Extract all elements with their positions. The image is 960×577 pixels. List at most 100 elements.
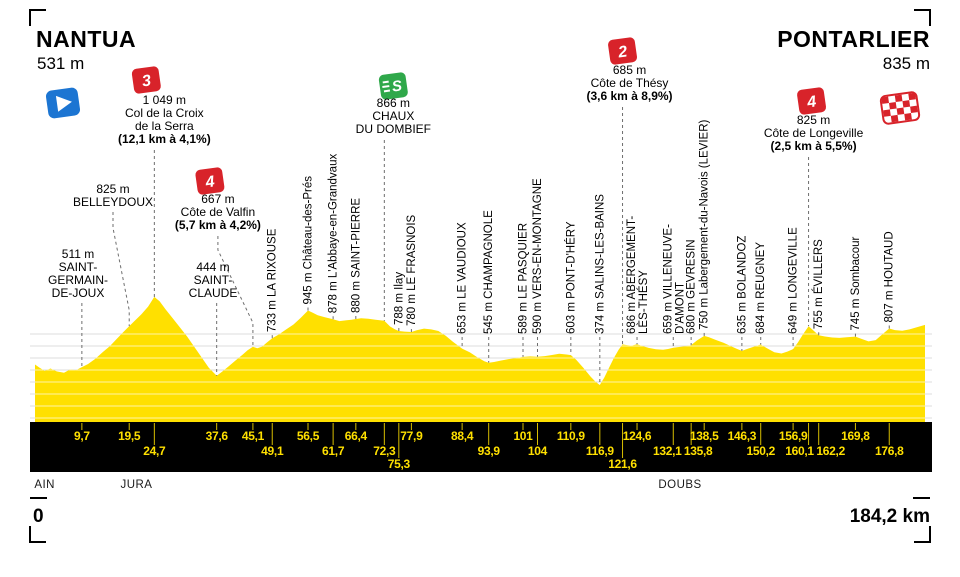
corner-mark (29, 526, 46, 543)
marker-elevation: 1 049 m (143, 93, 186, 107)
elevation-area (35, 296, 925, 422)
km-marker: 45,1 (242, 429, 265, 443)
svg-text:3: 3 (141, 72, 152, 90)
km-marker: 116,9 (586, 444, 614, 458)
svg-text:4: 4 (805, 93, 817, 111)
km-marker: 176,8 (875, 444, 904, 458)
marker-name: de la Serra (135, 119, 194, 133)
waypoint-label: 659 m VILLENEUVE- (662, 224, 674, 334)
km-marker: 24,7 (143, 444, 166, 458)
waypoint-label: 733 m LA RIXOUSE (267, 228, 279, 332)
waypoint-label: GERMAIN- (48, 273, 108, 287)
km-marker: 66,4 (345, 429, 368, 443)
waypoint-label: 680 m GEVRESIN (686, 239, 698, 334)
km-marker: 9,7 (74, 429, 90, 443)
km-marker: 160,1 (785, 444, 814, 458)
waypoint-label: 745 m Sombacour (850, 236, 862, 330)
marker-elevation: 825 m (797, 113, 830, 127)
waypoint-label: 750 m Labergement-du-Navois (LEVIER) (699, 119, 711, 329)
marker-name: CHAUX (372, 109, 414, 123)
waypoint-label: 755 m ÉVILLERS (812, 239, 825, 329)
km-marker: 150,2 (746, 444, 775, 458)
waypoint-label: 649 m LONGEVILLE (788, 227, 800, 334)
distance-band: 9,7 19,524,737,6 45,149,156,561,766,472,37… (30, 422, 932, 472)
waypoint-label: 511 m (62, 247, 94, 261)
elevation-profile-area (35, 296, 925, 422)
km-marker: 101 (513, 429, 533, 443)
waypoint-label: 807 m HOUTAUD (884, 231, 896, 322)
svg-text:S: S (391, 77, 403, 95)
km-marker: 110,9 (557, 429, 585, 443)
waypoint-label: D'AMONT (674, 282, 686, 334)
waypoint-label: SAINT- (194, 273, 233, 287)
start-flag-icon (45, 87, 81, 119)
finish-town-name: PONTARLIER (777, 26, 930, 52)
marker-name: DU DOMBIEF (356, 122, 431, 136)
km-marker: 37,6 (206, 429, 229, 443)
km-marker: 72,3 (373, 444, 396, 458)
waypoint-label: SAINT- (59, 260, 98, 274)
corner-mark (914, 9, 931, 26)
waypoint-label: BELLEYDOUX (73, 195, 153, 209)
waypoint-label: 788 m Ilay (393, 272, 405, 325)
km-marker: 61,7 (322, 444, 345, 458)
department-label: DOUBS (658, 479, 701, 491)
waypoint-label: 684 m REUGNEY (755, 242, 767, 334)
km-marker: 75,3 (388, 457, 411, 471)
km-marker: 156,9 (779, 429, 808, 443)
start-town-elevation: 531 m (37, 54, 84, 73)
km-marker: 135,8 (684, 444, 713, 458)
finish-flag-icon (879, 91, 921, 125)
waypoint-label: 635 m BOLANDOZ (736, 236, 748, 334)
marker-name: Côte de Valfin (181, 205, 256, 219)
km-marker: 104 (528, 444, 548, 458)
marker-name: Col de la Croix (125, 106, 204, 120)
category-2-climb-badge-icon: 2 (608, 37, 637, 65)
waypoint-label: 590 m VERS-EN-MONTAGNE (532, 178, 544, 334)
waypoint-label: 825 m (96, 182, 129, 196)
waypoint-label: 589 m LE PASQUIER (518, 223, 530, 334)
marker-elevation: 667 m (201, 192, 234, 206)
marker-detail: (3,6 km à 8,9%) (587, 89, 673, 103)
km-marker: 19,5 (118, 429, 141, 443)
marker-detail: (5,7 km à 4,2%) (175, 218, 261, 232)
km-marker: 132,1 (653, 444, 682, 458)
km-marker: 162,2 (816, 444, 845, 458)
waypoint-label: 686 m ABERGEMENT- (626, 216, 638, 334)
finish-town-elevation: 835 m (883, 54, 930, 73)
km-marker: 169,8 (841, 429, 870, 443)
km-marker: 49,1 (261, 444, 284, 458)
marker-elevation: 685 m (613, 63, 646, 77)
svg-text:4: 4 (204, 173, 216, 191)
km-marker: 88,4 (451, 429, 474, 443)
waypoint-label: 653 m LE VAUDIOUX (457, 222, 469, 334)
start-town-name: NANTUA (36, 26, 136, 52)
department-label: JURA (120, 479, 152, 491)
km-marker: 138,5 (690, 429, 719, 443)
waypoint-label: 880 m SAINT-PIERRE (350, 198, 362, 313)
marker-name: Côte de Thésy (591, 76, 669, 90)
waypoint-label: CLAUDE (189, 286, 238, 300)
km-marker: 121,6 (608, 457, 637, 471)
km-marker: 146,3 (728, 429, 757, 443)
frame-corner-marks (29, 9, 931, 543)
waypoint-label: 878 m L'Abbaye-en-Grandvaux (328, 154, 340, 314)
marker-name: Côte de Longeville (764, 126, 864, 140)
svg-text:2: 2 (616, 43, 628, 61)
km-marker: 124,6 (623, 429, 652, 443)
waypoint-label: 545 m CHAMPAGNOLE (483, 210, 495, 334)
sprint-badge-icon: S (378, 72, 408, 100)
category-4-climb-badge-icon: 4 (195, 167, 225, 195)
leader-line (217, 236, 254, 347)
waypoint-label: 374 m SALINS-LES-BAINS (594, 194, 606, 334)
waypoint-label: DE-JOUX (52, 286, 105, 300)
km-total-label: 184,2 km (850, 506, 930, 527)
waypoint-label: LÈS-THÉSY (637, 270, 650, 334)
km-marker: 77,9 (400, 429, 423, 443)
marker-elevation: 866 m (377, 96, 410, 110)
category-4-climb-badge-icon: 4 (797, 87, 827, 115)
